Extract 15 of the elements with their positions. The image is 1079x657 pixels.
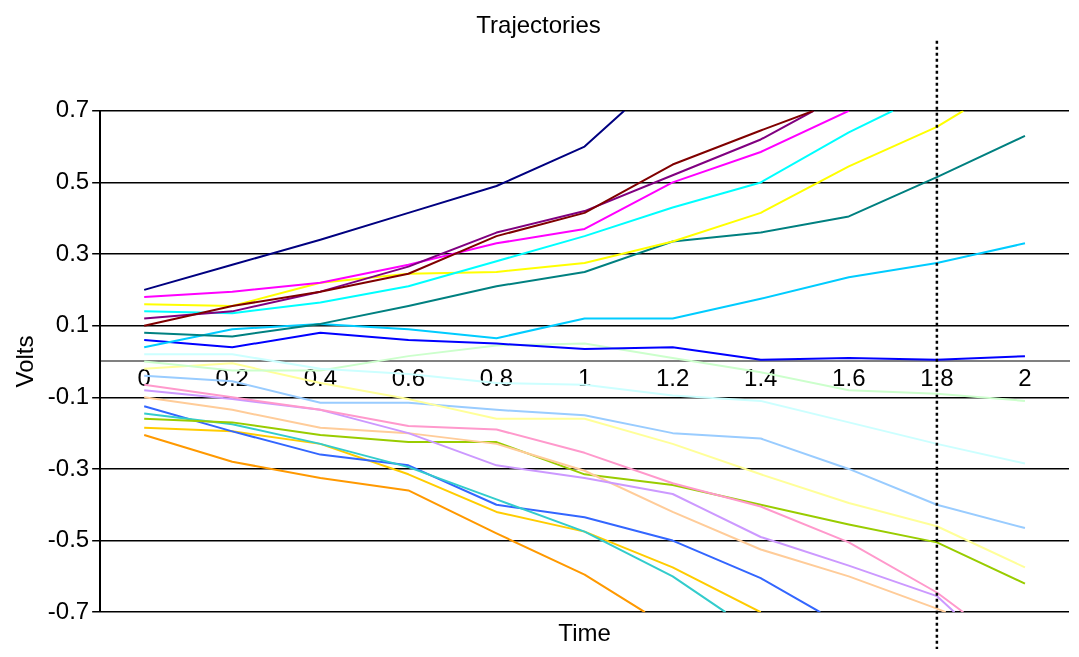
y-tick-label: -0.1 bbox=[47, 381, 90, 409]
y-tick-label: 0.3 bbox=[55, 238, 90, 266]
y-tick-label: -0.5 bbox=[47, 525, 90, 553]
x-axis-title: Time bbox=[558, 619, 611, 647]
y-axis-title: Volts bbox=[11, 335, 39, 388]
y-tick-label: 0.5 bbox=[55, 167, 90, 195]
chart-title: Trajectories bbox=[476, 11, 601, 39]
x-tick-label: 1.2 bbox=[655, 363, 690, 391]
x-tick-label: 1.8 bbox=[920, 363, 954, 391]
y-tick-label: 0.1 bbox=[55, 310, 90, 338]
x-tick-label: 1.6 bbox=[832, 363, 866, 391]
y-tick-label: 0.7 bbox=[55, 95, 90, 123]
x-tick-label: 2 bbox=[1018, 363, 1032, 391]
y-tick-label: -0.3 bbox=[47, 453, 90, 481]
y-tick-label: -0.7 bbox=[47, 596, 90, 624]
